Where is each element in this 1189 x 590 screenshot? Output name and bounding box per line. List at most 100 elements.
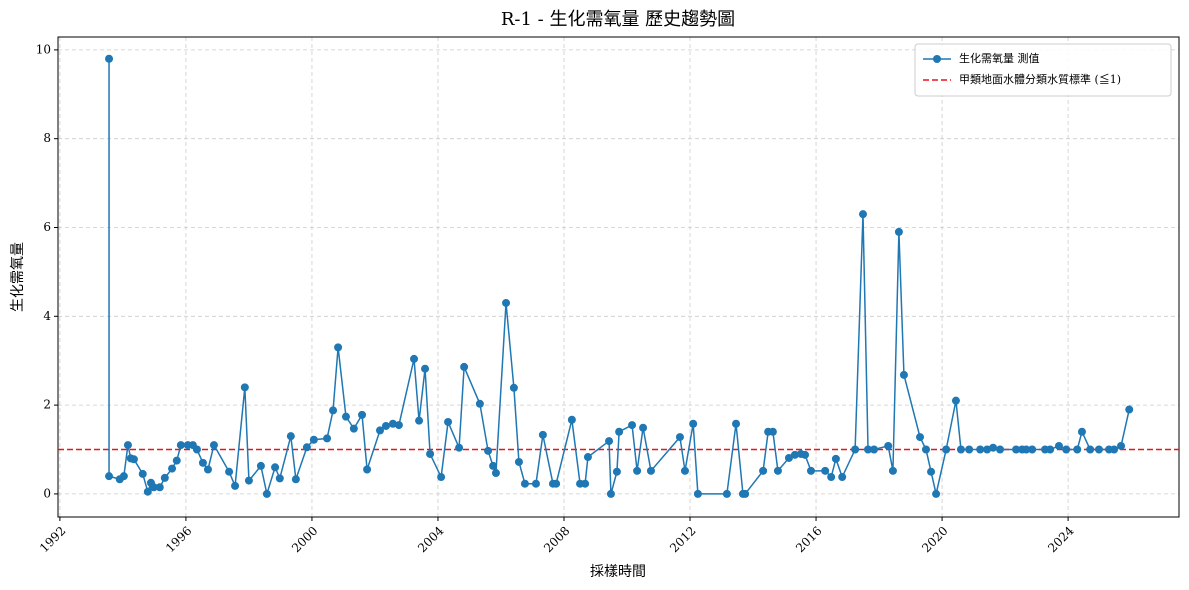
data-point <box>455 443 464 452</box>
data-point <box>168 464 177 473</box>
data-point <box>858 210 867 219</box>
data-point <box>225 467 234 476</box>
data-point <box>1062 445 1071 454</box>
data-point <box>209 441 218 450</box>
data-point <box>262 489 271 498</box>
data-point <box>790 450 799 459</box>
data-point <box>203 465 212 474</box>
data-point <box>606 489 615 498</box>
data-point <box>1046 445 1055 454</box>
data-point <box>956 445 965 454</box>
x-tick-label: 2008 <box>541 524 572 555</box>
data-point <box>291 475 300 484</box>
data-point <box>286 432 295 441</box>
x-tick-label: 2000 <box>289 524 320 555</box>
y-tick-label: 10 <box>36 42 51 56</box>
data-point <box>1028 445 1037 454</box>
data-point <box>531 479 540 488</box>
data-point <box>784 453 793 462</box>
data-point <box>143 487 152 496</box>
data-point <box>1125 405 1134 414</box>
legend-box <box>914 43 1172 97</box>
data-point <box>927 467 936 476</box>
data-point <box>489 461 498 470</box>
data-point <box>1086 445 1095 454</box>
data-point <box>381 421 390 430</box>
legend-label: 甲類地面水體分類水質標準 (≦1) <box>959 72 1121 86</box>
data-point <box>615 427 624 436</box>
legend-label: 生化需氧量 測值 <box>959 51 1040 65</box>
data-point <box>773 466 782 475</box>
data-point <box>932 489 941 498</box>
data-point <box>484 446 493 455</box>
data-point <box>1094 445 1103 454</box>
y-tick-label: 4 <box>43 309 51 323</box>
data-point <box>680 466 689 475</box>
data-point <box>240 383 249 392</box>
data-point <box>567 415 576 424</box>
data-point <box>693 489 702 498</box>
legend-marker <box>933 55 941 63</box>
x-tick-label: 1996 <box>163 524 194 555</box>
data-point <box>1054 441 1063 450</box>
data-point <box>410 354 419 363</box>
data-point <box>951 396 960 405</box>
data-point <box>334 343 343 352</box>
data-point <box>375 426 384 435</box>
data-point <box>1110 445 1119 454</box>
data-point <box>176 441 185 450</box>
data-point <box>1117 441 1126 450</box>
data-point <box>989 443 998 452</box>
data-point <box>329 406 338 415</box>
data-point <box>633 466 642 475</box>
data-point <box>864 445 873 454</box>
data-point <box>520 479 529 488</box>
data-point <box>160 473 169 482</box>
data-point <box>996 445 1005 454</box>
data-point <box>965 445 974 454</box>
data-point <box>732 419 741 428</box>
data-point <box>1077 427 1086 436</box>
x-axis-label: 採樣時間 <box>590 563 646 580</box>
chart-title: R-1 - 生化需氧量 歷史趨勢圖 <box>501 9 735 30</box>
data-point <box>894 227 903 236</box>
data-point <box>831 454 840 463</box>
x-tick-label: 2016 <box>793 524 824 555</box>
x-tick-label: 2020 <box>919 524 950 555</box>
data-point <box>801 450 810 459</box>
data-point <box>646 466 655 475</box>
data-point <box>581 479 590 488</box>
data-point <box>583 453 592 462</box>
data-point <box>149 483 158 492</box>
data-point <box>628 421 637 430</box>
data-point <box>256 461 265 470</box>
data-point <box>323 434 332 443</box>
data-point <box>198 458 207 467</box>
data-point <box>1012 445 1021 454</box>
data-point <box>976 445 985 454</box>
data-point <box>192 445 201 454</box>
y-tick-label: 2 <box>43 398 51 412</box>
data-point <box>119 472 128 481</box>
data-point <box>821 466 830 475</box>
data-point <box>244 476 253 485</box>
data-point <box>275 474 284 483</box>
y-axis-label: 生化需氧量 <box>10 242 26 312</box>
data-point <box>309 435 318 444</box>
data-point <box>475 399 484 408</box>
data-point <box>426 449 435 458</box>
data-point <box>838 473 847 482</box>
data-point <box>394 421 403 430</box>
x-tick-label: 2012 <box>667 524 698 555</box>
x-tick-label: 2024 <box>1045 523 1077 555</box>
data-point <box>899 370 908 379</box>
data-point <box>388 419 397 428</box>
data-point <box>851 445 860 454</box>
data-point <box>514 457 523 466</box>
data-point <box>491 469 500 478</box>
data-point <box>1022 445 1031 454</box>
data-point <box>827 473 836 482</box>
data-point <box>942 445 951 454</box>
